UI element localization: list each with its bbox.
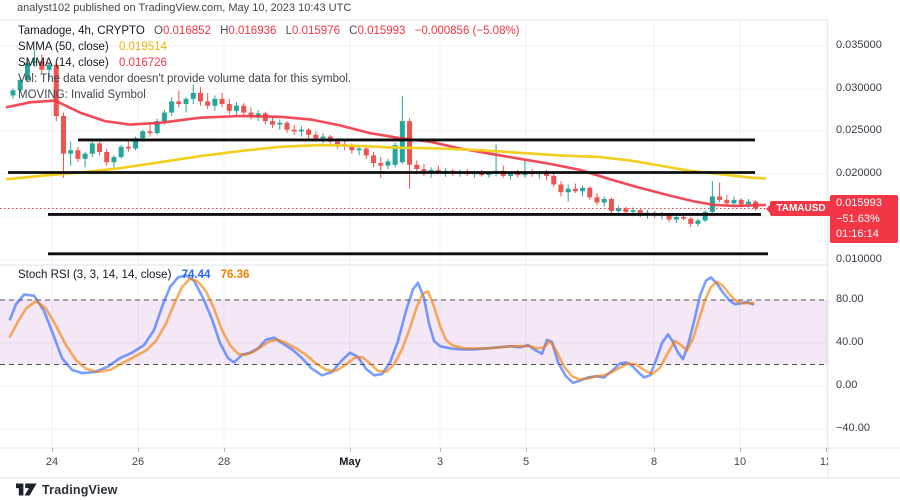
time-axis-label: 3 [436,456,444,468]
time-axis-tick [526,448,527,452]
time-axis-label: 24 [45,456,59,468]
stoch-d-line [8,277,755,381]
stoch-k-value: 74.44 [181,269,211,281]
stoch-k-line [8,274,755,385]
chart-canvas[interactable] [0,0,900,480]
smma14-value: 0.016726 [118,57,167,69]
time-axis-tick [52,448,53,452]
badge-price: 0.015993 [836,197,882,209]
high-value: 0.016936 [228,25,277,37]
symbol-price-pill: TAMAUSD [766,201,832,216]
low-key: L [285,25,292,37]
time-axis-label: 26 [131,456,145,468]
legend-smma50-row[interactable]: SMMA (50, close) 0.019514 [18,41,167,53]
legend-moving-error: MOVING: Invalid Symbol [18,89,146,101]
open-value: 0.016852 [162,25,211,37]
price-axis[interactable]: 0.035000 0.030000 0.025000 0.020000 0.010000… [828,20,900,478]
legend-volume-error: Vol: The data vendor doesn't provide vol… [18,73,352,85]
price-axis-label: 40.00 [836,336,864,348]
high-key: H [220,25,229,37]
time-axis-label: 8 [650,456,658,468]
time-axis-tick [350,448,351,452]
grid-lines [0,20,828,448]
tradingview-logo-text: TradingView [42,482,118,497]
price-axis-label: 0.020000 [836,167,882,179]
tradingview-logo[interactable]: TradingView [16,482,118,497]
close-value: 0.015993 [357,25,406,37]
price-axis-label: 80.00 [836,293,864,305]
change-value: −0.000856 (−5.08%) [414,25,520,37]
smma50-label: SMMA (50, close) [18,41,109,53]
legend-symbol-row[interactable]: Tamadoge, 4h, CRYPTO O0.016852 H0.016936… [18,25,520,37]
time-axis-label: May [339,456,361,468]
symbol-title: Tamadoge, 4h, CRYPTO [18,25,145,37]
last-price-badge: 0.015993 −51.63% 01:16:14 [830,195,898,243]
price-axis-label: 0.035000 [836,39,882,51]
published-byline: analyst102 published on TradingView.com,… [17,2,352,14]
price-axis-label: 0.025000 [836,124,882,136]
price-axis-label: 0.010000 [836,253,882,265]
pane-borders [0,19,900,479]
legend-stoch-row[interactable]: Stoch RSI (3, 3, 14, 14, close) 74.44 76… [18,269,249,281]
low-value: 0.015976 [292,25,340,37]
stoch-d-value: 76.36 [220,269,250,281]
badge-change-pct: −51.63% [836,212,880,225]
price-axis-label: 0.030000 [836,82,882,94]
time-axis-tick [440,448,441,452]
price-pane[interactable] [0,50,770,256]
smma50-value: 0.019514 [118,41,167,53]
stoch-rsi-pane[interactable] [0,274,828,385]
time-axis-tick [740,448,741,452]
time-axis-label: 28 [217,456,231,468]
time-axis-tick [224,448,225,452]
badge-countdown: 01:16:14 [836,228,879,240]
stoch-title: Stoch RSI (3, 3, 14, 14, close) [18,269,172,281]
time-axis-label: 10 [733,456,747,468]
close-key: C [349,25,358,37]
smma14-line [5,99,767,208]
time-axis-label: 5 [522,456,530,468]
legend-smma14-row[interactable]: SMMA (14, close) 0.016726 [18,57,167,69]
time-axis-tick [654,448,655,452]
time-axis-tick [138,448,139,452]
time-axis[interactable]: 24 26 28 May 3 5 8 10 12 [0,448,828,478]
time-axis-label: 12 [819,456,828,468]
tradingview-logo-icon [16,483,37,496]
price-axis-label: 0.00 [836,379,858,391]
open-key: O [153,25,163,37]
time-axis-tick [826,448,827,452]
price-axis-label: −40.00 [836,422,870,434]
smma14-label: SMMA (14, close) [18,57,109,69]
smma50-line [5,143,767,181]
